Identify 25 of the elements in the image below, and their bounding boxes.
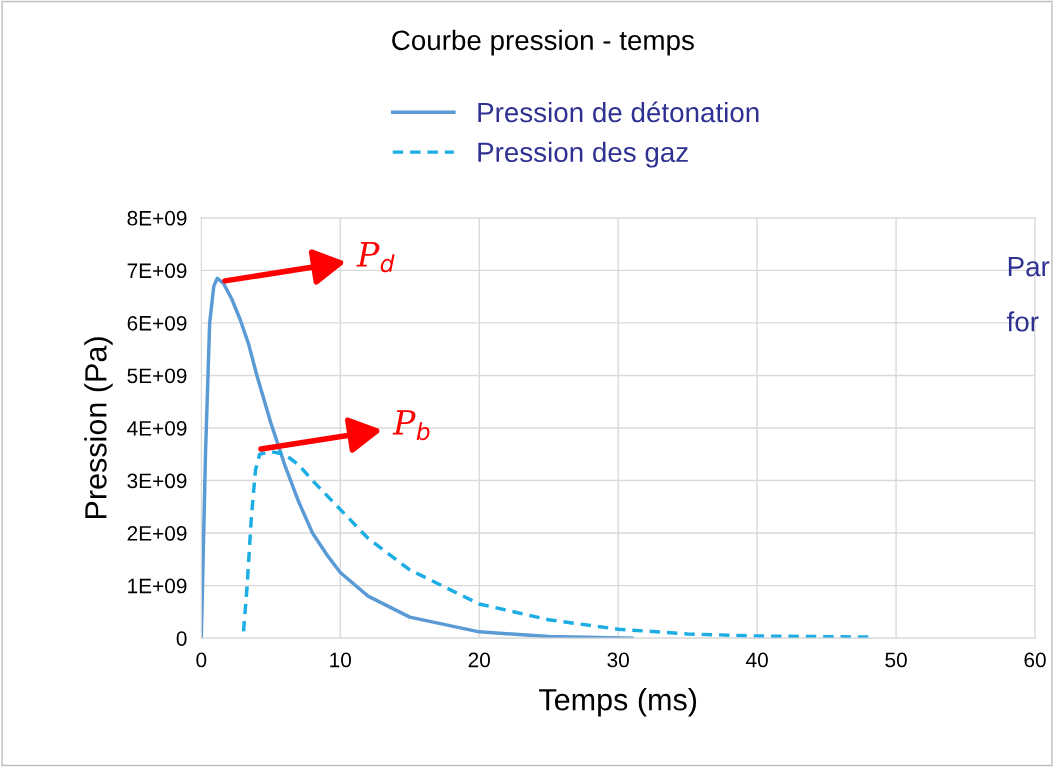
y-tick-label: 2E+09 [127, 526, 187, 541]
annotation: for [1006, 311, 1039, 332]
y-axis-title: Pression (Pa) [84, 337, 113, 519]
x-axis-title: Temps (ms) [539, 688, 697, 717]
x-tick-label: 10 [330, 652, 352, 668]
y-tick-label: 0 [176, 631, 187, 646]
x-tick-label: 60 [1024, 652, 1046, 668]
chart-title: Courbe pression - temps [392, 29, 694, 56]
y-tick-label: 3E+09 [127, 473, 187, 489]
annotation: Par [1008, 257, 1050, 277]
y-tick-label: 7E+09 [127, 263, 187, 279]
y-tick-label: 8E+09 [127, 210, 187, 226]
y-tick-label: 1E+09 [128, 578, 187, 594]
x-tick-label: 50 [885, 652, 907, 668]
annotation: P$_{d}$ [356, 242, 395, 273]
y-tick-label: 5E+09 [127, 368, 187, 384]
x-tick-label: 20 [468, 652, 490, 668]
legend-label: Pression de détonation [478, 101, 759, 123]
x-tick-label: 0 [196, 652, 207, 668]
x-tick-label: 30 [607, 652, 629, 668]
legend-label: Pression des gaz [478, 141, 688, 168]
y-tick-label: 4E+09 [127, 420, 187, 436]
x-tick-label: 40 [746, 652, 768, 668]
annotation: P$_{b}$ [392, 410, 430, 441]
y-tick-label: 6E+09 [127, 315, 187, 331]
